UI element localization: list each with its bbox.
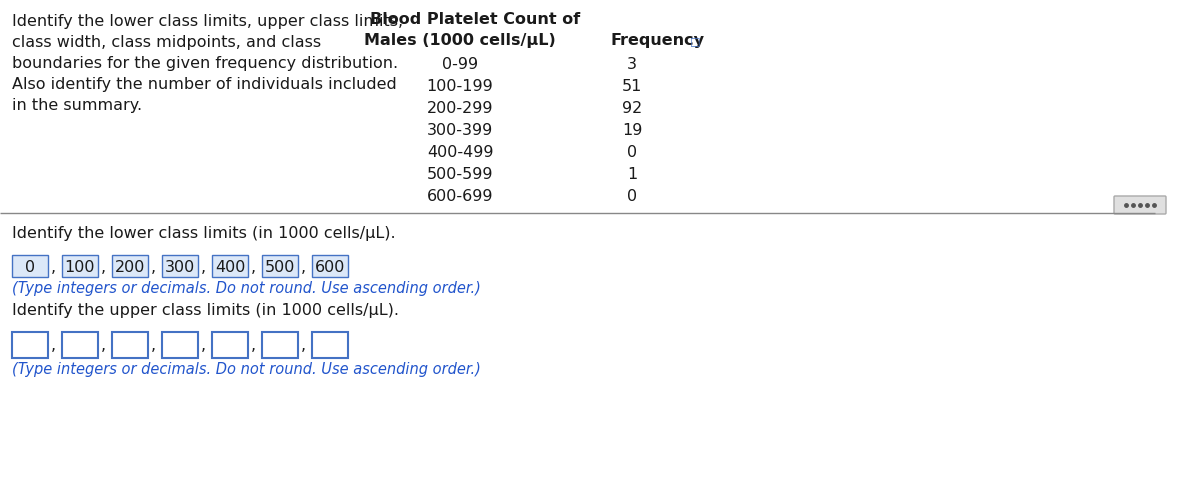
Text: ,: , (50, 338, 56, 353)
Text: 19: 19 (622, 123, 642, 138)
Text: Identify the lower class limits, upper class limits,: Identify the lower class limits, upper c… (12, 14, 403, 29)
Text: 100-199: 100-199 (427, 79, 493, 94)
Text: 400-499: 400-499 (427, 145, 493, 160)
Text: ,: , (251, 338, 256, 353)
Text: Males (1000 cells/μL): Males (1000 cells/μL) (364, 33, 556, 48)
Text: 0-99: 0-99 (442, 57, 478, 72)
Text: 1: 1 (626, 167, 637, 182)
Text: 400: 400 (215, 259, 245, 274)
Text: ,: , (301, 338, 306, 353)
Text: 200-299: 200-299 (427, 101, 493, 116)
Text: □: □ (690, 36, 701, 46)
FancyBboxPatch shape (62, 332, 98, 358)
Text: ,: , (101, 259, 106, 274)
Text: (Type integers or decimals. Do not round. Use ascending order.): (Type integers or decimals. Do not round… (12, 281, 481, 295)
FancyBboxPatch shape (212, 256, 248, 278)
FancyBboxPatch shape (312, 332, 348, 358)
FancyBboxPatch shape (1114, 197, 1166, 215)
Text: ,: , (151, 259, 156, 274)
Text: 3: 3 (628, 57, 637, 72)
Text: class width, class midpoints, and class: class width, class midpoints, and class (12, 35, 322, 50)
FancyBboxPatch shape (62, 256, 98, 278)
Text: 300-399: 300-399 (427, 123, 493, 138)
Text: 300: 300 (164, 259, 196, 274)
FancyBboxPatch shape (312, 256, 348, 278)
Text: ,: , (251, 259, 256, 274)
Text: 0: 0 (626, 145, 637, 160)
Text: 0: 0 (25, 259, 35, 274)
Text: Identify the upper class limits (in 1000 cells/μL).: Identify the upper class limits (in 1000… (12, 303, 398, 317)
Text: ,: , (101, 338, 106, 353)
Text: 51: 51 (622, 79, 642, 94)
Text: ,: , (301, 259, 306, 274)
Text: Blood Platelet Count of: Blood Platelet Count of (370, 12, 581, 27)
Text: 600: 600 (314, 259, 346, 274)
Text: 600-699: 600-699 (427, 189, 493, 203)
FancyBboxPatch shape (162, 332, 198, 358)
FancyBboxPatch shape (12, 256, 48, 278)
Text: (Type integers or decimals. Do not round. Use ascending order.): (Type integers or decimals. Do not round… (12, 361, 481, 376)
Text: Also identify the number of individuals included: Also identify the number of individuals … (12, 77, 397, 92)
Text: ,: , (202, 338, 206, 353)
Text: ,: , (202, 259, 206, 274)
Text: ,: , (50, 259, 56, 274)
FancyBboxPatch shape (212, 332, 248, 358)
FancyBboxPatch shape (262, 332, 298, 358)
FancyBboxPatch shape (162, 256, 198, 278)
Text: ,: , (151, 338, 156, 353)
Text: 500: 500 (265, 259, 295, 274)
FancyBboxPatch shape (262, 256, 298, 278)
Text: 200: 200 (115, 259, 145, 274)
FancyBboxPatch shape (12, 332, 48, 358)
Text: 500-599: 500-599 (427, 167, 493, 182)
Text: Frequency: Frequency (610, 33, 704, 48)
Text: boundaries for the given frequency distribution.: boundaries for the given frequency distr… (12, 56, 398, 71)
Text: Identify the lower class limits (in 1000 cells/μL).: Identify the lower class limits (in 1000… (12, 225, 396, 241)
Text: 100: 100 (65, 259, 95, 274)
Text: in the summary.: in the summary. (12, 98, 142, 113)
Text: 92: 92 (622, 101, 642, 116)
FancyBboxPatch shape (112, 332, 148, 358)
FancyBboxPatch shape (112, 256, 148, 278)
Text: 0: 0 (626, 189, 637, 203)
